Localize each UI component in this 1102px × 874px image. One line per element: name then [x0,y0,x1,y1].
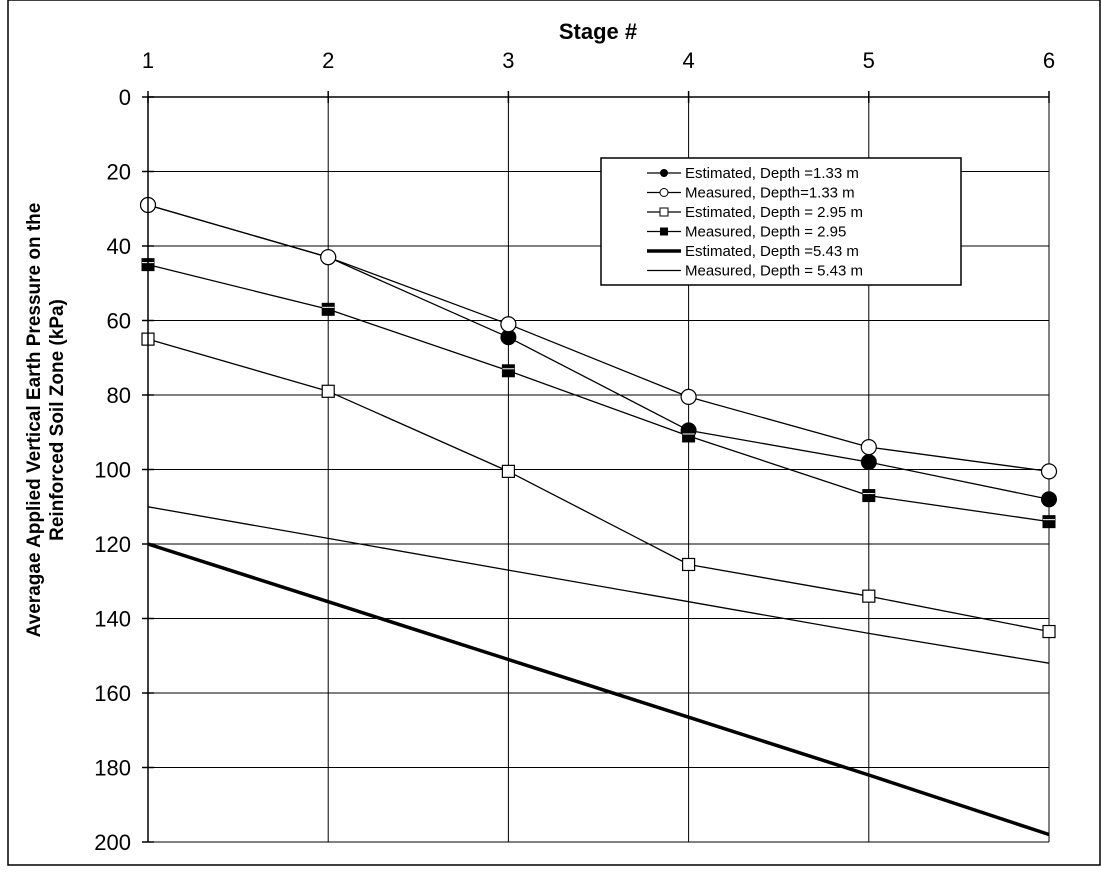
data-point [500,316,517,333]
legend-label: Measured, Depth = 5.43 m [685,263,863,280]
series-3 [141,332,1056,639]
x-tick-label: 2 [322,48,334,73]
y-tick-label: 100 [94,458,131,483]
legend-marker [659,188,669,197]
y-axis-label-line-2: Reinforced Soil Zone (kPa) [47,299,68,541]
x-tick-label: 1 [142,48,154,73]
data-point [321,384,335,398]
series-line [147,542,1050,837]
data-point [1042,624,1056,639]
data-point-body [321,302,335,316]
series-line [147,338,1050,633]
data-point [320,249,337,266]
y-tick-label: 20 [107,160,131,185]
legend-label: Measured, Depth=1.33 m [685,185,855,202]
x-tick-label: 5 [863,48,875,73]
series-5 [147,542,1050,837]
y-tick-label: 140 [94,607,131,632]
data-point [501,364,515,378]
data-point [860,439,877,456]
x-tick-label: 3 [502,48,514,73]
x-axis-label: Stage # [559,19,637,44]
data-point-body [682,429,696,443]
data-point-body [501,364,515,378]
x-tick-label: 6 [1043,48,1055,73]
data-point [860,454,877,471]
legend-item: Estimated, Depth =1.33 m [647,165,859,182]
data-point-body [862,489,876,503]
legend-marker [660,169,668,177]
data-point [1042,515,1056,529]
data-point [501,464,515,478]
series-line [147,204,1050,473]
data-point [321,302,335,316]
y-tick-label: 40 [107,234,131,259]
y-tick-label: 60 [107,309,131,334]
series-group [139,196,1058,837]
series-line [147,506,1050,664]
data-point-body [1042,515,1056,529]
chart-border [7,0,1101,866]
data-point [1041,491,1057,508]
data-point [680,388,697,405]
data-point [862,489,876,503]
y-tick-label: 80 [107,383,131,408]
data-point [1040,463,1058,480]
y-tick-label: 120 [94,532,131,557]
legend-item: Estimated, Depth = 2.95 m [647,204,863,221]
legend: Estimated, Depth =1.33 m Measured, Depth=… [600,157,962,286]
y-tick-label: 0 [119,85,131,110]
series-4 [141,258,1056,529]
series-6 [147,506,1050,664]
legend-marker [659,207,669,217]
legend-box [600,157,962,286]
legend-label: Estimated, Depth =1.33 m [685,165,859,182]
series-line [147,263,1050,523]
legend-label: Estimated, Depth = 2.95 m [685,204,863,221]
y-axis-label-line-1: Averagae Applied Vertical Earth Pressure… [24,203,45,638]
data-point [862,589,876,603]
legend-item: Measured, Depth = 2.95 [647,224,846,241]
legend-item: Measured, Depth = 5.43 m [647,263,863,280]
y-tick-label: 180 [94,756,131,781]
legend-marker [660,227,668,236]
x-tick-label: 4 [682,48,694,73]
legend-item: Measured, Depth=1.33 m [647,185,855,202]
legend-label: Measured, Depth = 2.95 [685,224,846,241]
legend-item: Estimated, Depth =5.43 m [647,243,859,260]
y-tick-label: 200 [94,830,131,855]
y-tick-label: 160 [94,681,131,706]
data-point [681,557,696,572]
data-point [682,429,696,443]
legend-label: Estimated, Depth =5.43 m [685,243,859,260]
